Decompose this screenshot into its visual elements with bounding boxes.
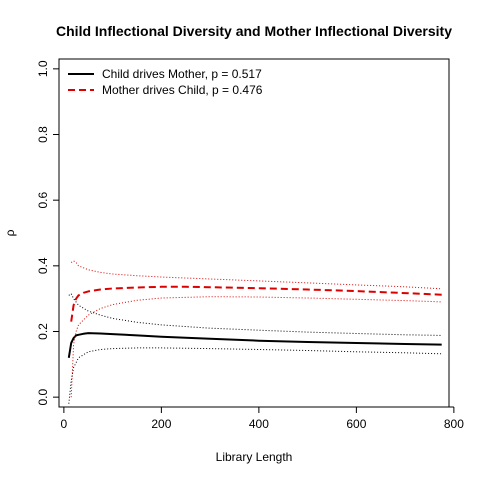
legend: Child drives Mother, p = 0.517 Mother dr… bbox=[68, 67, 263, 97]
y-tick-label: 0.0 bbox=[36, 389, 50, 406]
x-tick-label: 200 bbox=[151, 417, 171, 431]
y-tick-label: 0.8 bbox=[36, 126, 50, 143]
child-lower-band bbox=[68, 347, 442, 404]
y-axis-label: ρ bbox=[3, 229, 17, 236]
x-axis: 0 200 400 600 800 bbox=[61, 406, 464, 431]
plot-frame bbox=[58, 58, 450, 408]
y-tick-label: 0.2 bbox=[36, 323, 50, 340]
series-0-line bbox=[67, 332, 442, 358]
y-tick-label: 0.4 bbox=[36, 257, 50, 274]
x-tick-label: 600 bbox=[346, 417, 366, 431]
x-axis-label: Library Length bbox=[216, 450, 293, 464]
x-tick-label: 800 bbox=[444, 417, 464, 431]
child-upper-band bbox=[68, 293, 442, 336]
mother-upper-band bbox=[70, 260, 442, 290]
chart-title: Child Inflectional Diversity and Mother … bbox=[56, 23, 452, 39]
x-tick-label: 400 bbox=[249, 417, 269, 431]
x-tick-label: 0 bbox=[61, 417, 68, 431]
y-tick-label: 0.6 bbox=[36, 192, 50, 209]
y-tick-label: 1.0 bbox=[36, 60, 50, 77]
y-axis: 0.0 0.2 0.4 0.6 0.8 1.0 bbox=[36, 60, 60, 406]
legend-label-child-drives-mother: Child drives Mother, p = 0.517 bbox=[102, 67, 262, 81]
plot-lines bbox=[67, 260, 442, 404]
series-1-line bbox=[70, 285, 442, 322]
mother-lower-band bbox=[70, 296, 442, 398]
legend-label-mother-drives-child: Mother drives Child, p = 0.476 bbox=[102, 83, 263, 97]
